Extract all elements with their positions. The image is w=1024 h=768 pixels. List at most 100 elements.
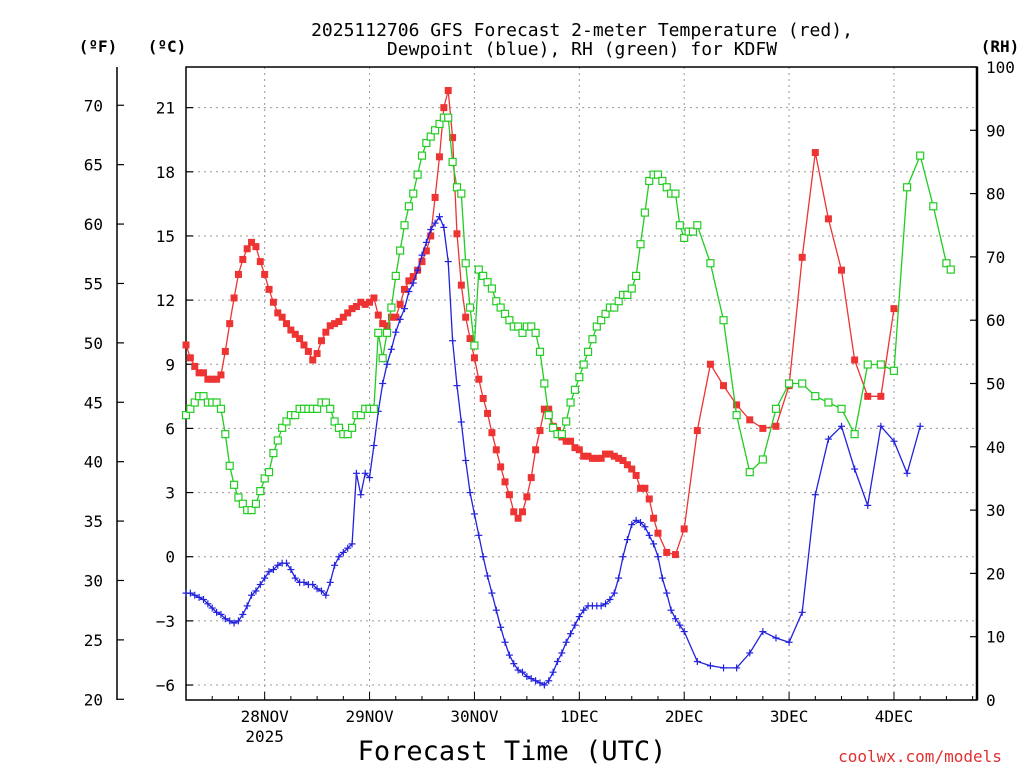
dewpoint-point bbox=[838, 422, 846, 430]
dewpoint-point bbox=[221, 615, 229, 623]
rh-tick-label: 50 bbox=[986, 375, 1005, 394]
fahrenheit-tick-label: 70 bbox=[84, 96, 103, 115]
rh-point bbox=[225, 461, 234, 470]
rh-point bbox=[557, 430, 566, 439]
temperature-point bbox=[798, 253, 806, 261]
dewpoint-point bbox=[650, 540, 658, 548]
dewpoint-point bbox=[720, 664, 728, 672]
temperature-point bbox=[671, 551, 679, 559]
temperature-point bbox=[602, 450, 610, 458]
temperature-point bbox=[523, 493, 531, 501]
temperature-point bbox=[693, 427, 701, 435]
dewpoint-point bbox=[549, 668, 557, 676]
dewpoint-point bbox=[571, 621, 579, 629]
rh-point bbox=[273, 436, 282, 445]
fahrenheit-tick-label: 55 bbox=[84, 274, 103, 293]
dewpoint-point bbox=[505, 651, 513, 659]
dewpoint-point bbox=[427, 226, 435, 234]
dewpoint-point bbox=[405, 288, 413, 296]
series-2 bbox=[181, 113, 955, 515]
rh-point bbox=[444, 113, 453, 122]
dewpoint-point bbox=[348, 540, 356, 548]
dewpoint-point bbox=[287, 566, 295, 574]
dewpoint-point bbox=[479, 553, 487, 561]
temperature-point bbox=[597, 454, 605, 462]
temperature-point bbox=[588, 454, 596, 462]
rh-point bbox=[863, 360, 872, 369]
rh-point bbox=[321, 398, 330, 407]
temperature-point bbox=[811, 149, 819, 157]
rh-point bbox=[465, 303, 475, 312]
dewpoint-point bbox=[352, 469, 360, 477]
dewpoint-point bbox=[357, 491, 365, 499]
temperature-point bbox=[497, 463, 505, 471]
rh-point bbox=[452, 183, 462, 192]
temperature-point bbox=[650, 514, 658, 522]
dewpoint-point bbox=[540, 681, 548, 689]
dewpoint-point bbox=[234, 617, 242, 625]
dewpoint-point bbox=[322, 591, 330, 599]
dewpoint-point bbox=[877, 422, 885, 430]
rh-point bbox=[487, 284, 497, 293]
rh-point bbox=[514, 322, 523, 331]
dewpoint-point bbox=[632, 516, 640, 524]
temperature-point bbox=[204, 375, 212, 383]
dewpoint-point bbox=[864, 501, 872, 509]
temperature-point bbox=[484, 409, 492, 417]
dewpoint-point bbox=[824, 435, 832, 443]
rh-tick-label: 20 bbox=[986, 564, 1005, 583]
dewpoint-point bbox=[435, 213, 443, 221]
dewpoint-point bbox=[527, 675, 535, 683]
dewpoint-point bbox=[422, 238, 430, 246]
dewpoint-point bbox=[331, 561, 339, 569]
rh-point bbox=[382, 328, 392, 337]
rh-point bbox=[221, 430, 230, 439]
dewpoint-point bbox=[510, 660, 518, 668]
dewpoint-point bbox=[230, 619, 238, 627]
dewpoint-point bbox=[903, 469, 911, 477]
temperature-point bbox=[317, 337, 325, 345]
temperature-point bbox=[877, 392, 885, 400]
rh-point bbox=[540, 379, 549, 388]
temperature-point bbox=[824, 215, 832, 223]
dewpoint-point bbox=[606, 595, 614, 603]
rh-point bbox=[435, 119, 444, 129]
series-line bbox=[185, 116, 952, 511]
rh-point bbox=[378, 354, 387, 363]
rh-tick-label: 100 bbox=[986, 58, 1015, 77]
temperature-point bbox=[230, 294, 238, 302]
temperature-point bbox=[545, 405, 553, 413]
temperature-point bbox=[540, 405, 548, 413]
rh-point bbox=[278, 423, 287, 432]
temperature-point bbox=[357, 298, 365, 306]
dewpoint-point bbox=[706, 662, 714, 670]
rh-point bbox=[470, 341, 479, 350]
rh-tick-label: 0 bbox=[986, 691, 996, 710]
rh-point bbox=[479, 271, 488, 280]
temperature-point bbox=[195, 369, 203, 377]
dewpoint-point bbox=[497, 623, 505, 631]
temperature-point bbox=[527, 474, 535, 482]
dewpoint-point bbox=[558, 649, 566, 657]
dewpoint-point bbox=[785, 638, 793, 646]
temperature-point bbox=[532, 446, 540, 454]
dewpoint-point bbox=[610, 589, 618, 597]
rh-point bbox=[492, 297, 501, 306]
rh-point bbox=[562, 417, 571, 426]
x-tick-label: 28NOV bbox=[241, 707, 290, 726]
rh-tick-label: 80 bbox=[986, 185, 1005, 204]
temperature-point bbox=[409, 273, 417, 281]
dewpoint-point bbox=[387, 345, 395, 353]
temperature-point bbox=[628, 465, 636, 473]
rh-point bbox=[719, 316, 728, 325]
rh-point bbox=[356, 411, 365, 420]
rh-point bbox=[413, 170, 422, 179]
rh-point bbox=[850, 430, 859, 439]
rh-point bbox=[251, 499, 261, 508]
dewpoint-point bbox=[519, 668, 527, 676]
rh-point bbox=[430, 126, 440, 135]
rh-tick-label: 70 bbox=[986, 248, 1005, 267]
celsius-unit-label: (ºC) bbox=[148, 37, 187, 56]
temperature-point bbox=[405, 277, 413, 285]
